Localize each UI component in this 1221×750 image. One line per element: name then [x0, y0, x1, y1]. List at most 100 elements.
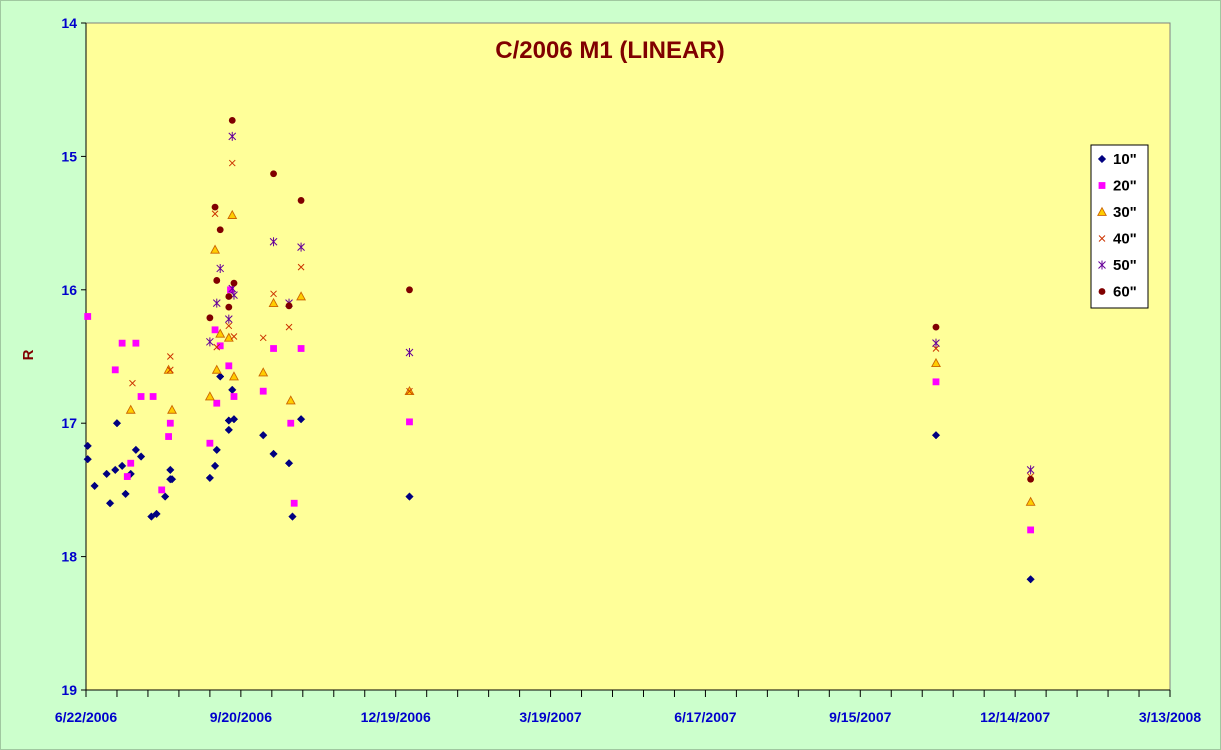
legend-marker	[1098, 182, 1106, 189]
data-point	[213, 399, 221, 407]
data-point	[230, 393, 238, 400]
data-point	[125, 404, 136, 414]
data-point	[206, 314, 214, 322]
data-point	[230, 279, 238, 287]
legend-item: 30"	[1097, 204, 1137, 221]
data-point	[166, 353, 174, 360]
y-tick-label: 18	[61, 549, 77, 565]
data-point	[166, 465, 175, 475]
data-point	[129, 379, 136, 387]
legend-label: 40"	[1113, 231, 1137, 248]
x-tick-label: 6/22/2006	[55, 709, 117, 725]
chart-title: C/2006 M1 (LINEAR)	[495, 37, 724, 64]
legend-item: 40"	[1098, 231, 1137, 248]
x-tick-label: 12/14/2007	[980, 709, 1050, 725]
data-point	[102, 469, 111, 479]
data-point	[296, 291, 307, 301]
data-point	[158, 486, 166, 494]
legend-label: 10"	[1113, 151, 1137, 168]
data-point	[932, 338, 940, 348]
data-point	[216, 342, 224, 350]
data-point	[297, 263, 305, 271]
data-point	[213, 343, 221, 351]
legend-marker	[1098, 288, 1106, 295]
data-point	[206, 439, 214, 447]
data-point	[117, 461, 127, 471]
legend-box	[1090, 144, 1149, 309]
data-point	[932, 345, 940, 352]
data-point	[406, 286, 413, 294]
legend-marker	[1098, 260, 1106, 270]
data-point	[132, 339, 140, 347]
data-point	[270, 345, 277, 352]
legend-marker	[1097, 206, 1107, 216]
data-point	[285, 302, 293, 310]
y-tick-label: 15	[61, 148, 77, 164]
data-point	[167, 475, 177, 484]
y-tick-label: 16	[61, 282, 77, 298]
data-point	[212, 445, 221, 455]
data-point	[1025, 496, 1036, 506]
data-point	[1027, 475, 1035, 483]
data-point	[269, 237, 278, 247]
legend: 10" 20" 30" 40" 50" 60"	[1090, 144, 1149, 309]
data-point	[225, 362, 233, 370]
legend-item: 10"	[1097, 151, 1137, 168]
series-4-group	[129, 159, 1034, 480]
data-point	[118, 339, 126, 347]
data-point	[204, 391, 215, 401]
data-point	[211, 364, 222, 374]
data-point	[167, 404, 177, 414]
data-point	[290, 499, 298, 507]
data-point	[227, 209, 238, 219]
axes: 14 15 16 17 18 19 6/22/2006 9/20/2006 12/19/2006…	[55, 15, 1201, 725]
data-point	[284, 459, 294, 468]
plot-area	[85, 22, 1171, 691]
data-point	[285, 323, 293, 331]
data-point	[270, 170, 277, 178]
data-point	[216, 372, 225, 381]
data-point	[136, 452, 146, 461]
data-point	[210, 244, 221, 254]
data-point	[166, 366, 174, 374]
data-point	[931, 357, 941, 368]
data-point	[258, 367, 269, 377]
data-point	[216, 226, 224, 234]
data-point	[287, 419, 295, 427]
legend-label: 20"	[1113, 178, 1137, 195]
data-point	[224, 425, 233, 435]
data-point	[1027, 526, 1035, 534]
y-tick-label: 14	[61, 15, 77, 31]
data-point	[297, 197, 305, 204]
data-point	[166, 419, 174, 427]
x-tick-label: 12/19/2006	[361, 709, 431, 725]
y-tick-label: 17	[61, 415, 77, 431]
series-5-group	[206, 131, 1035, 475]
legend-item: 20"	[1098, 178, 1137, 195]
data-point	[83, 455, 92, 464]
data-point	[149, 393, 157, 400]
data-point	[1026, 575, 1035, 584]
data-point	[112, 419, 122, 428]
x-tick-label: 3/13/2008	[1139, 709, 1201, 725]
data-point	[230, 333, 238, 340]
data-point	[205, 473, 215, 483]
series-2-group	[84, 286, 1035, 534]
data-point	[229, 371, 239, 381]
data-point	[165, 433, 172, 440]
data-point	[225, 293, 233, 300]
data-point	[131, 445, 141, 455]
legend-marker	[1097, 154, 1107, 164]
data-point	[297, 242, 305, 252]
data-point	[228, 116, 236, 124]
data-point	[84, 313, 92, 320]
legend-marker	[1098, 235, 1106, 242]
x-tick-label: 9/20/2006	[210, 709, 272, 725]
data-point	[296, 415, 306, 424]
data-point	[229, 415, 239, 424]
data-point	[224, 314, 233, 324]
data-point	[127, 459, 135, 467]
y-tick-label: 19	[61, 682, 77, 698]
legend-item: 50"	[1098, 257, 1137, 274]
data-point	[210, 461, 220, 471]
